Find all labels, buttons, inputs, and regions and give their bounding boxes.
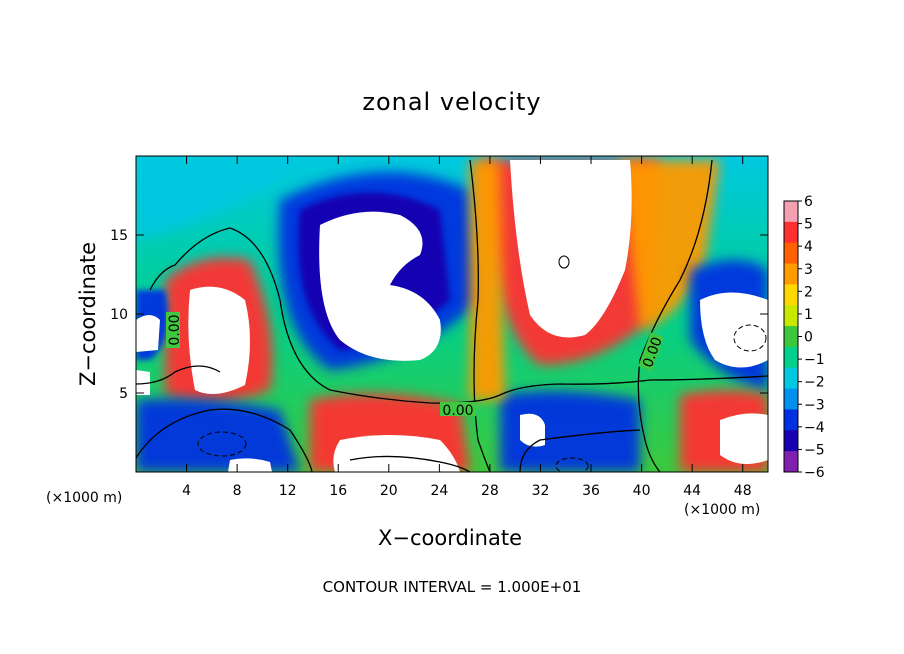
field-blob xyxy=(136,160,300,240)
small-contour xyxy=(558,255,570,269)
colorbar-tick-label: −3 xyxy=(804,397,825,413)
saturated-region xyxy=(720,413,768,464)
negative-contour xyxy=(733,324,767,352)
colorbar-tick-label: 4 xyxy=(804,239,813,255)
y-tick-label: 15 xyxy=(110,228,128,244)
field-blob xyxy=(500,391,640,472)
x-tick-label: 48 xyxy=(734,483,752,499)
saturated-region xyxy=(136,315,160,352)
saturated-region xyxy=(228,458,272,472)
y-tick-label: 5 xyxy=(119,386,128,402)
x-tick-label: 16 xyxy=(329,483,347,499)
x-tick-label: 28 xyxy=(481,483,499,499)
negative-contour xyxy=(197,431,247,457)
colorbar-segment xyxy=(784,451,798,473)
colorbar-segment xyxy=(784,326,798,348)
colorbar-segment xyxy=(784,388,798,410)
contour-interval-note: CONTOUR INTERVAL = 1.000E+01 xyxy=(322,578,582,596)
x-tick-label: 32 xyxy=(532,483,550,499)
colorbar-segment xyxy=(784,409,798,431)
colorbar-segment xyxy=(784,367,798,390)
saturated-region xyxy=(700,292,768,368)
contour-label: 0.00 xyxy=(442,403,473,419)
colorbar-tick-label: 1 xyxy=(804,307,813,323)
chart-title: zonal velocity xyxy=(362,88,542,116)
zero-contour xyxy=(136,365,221,385)
saturated-region xyxy=(136,370,150,395)
x-tick-label: 20 xyxy=(380,483,398,499)
colorbar-segment xyxy=(784,201,798,223)
contour-label-bg xyxy=(440,402,476,416)
x-tick-label: 24 xyxy=(430,483,448,499)
saturated-region xyxy=(188,286,250,394)
x-tick-label: 44 xyxy=(683,483,701,499)
colorbar-segment xyxy=(784,430,798,452)
colorbar-tick-label: 3 xyxy=(804,262,813,278)
colorbar-tick-label: 2 xyxy=(804,284,813,300)
y-axis-label: Z−coordinate xyxy=(76,242,100,386)
colorbar-tick-label: −2 xyxy=(804,375,825,391)
x-tick-label: 40 xyxy=(633,483,651,499)
colorbar-tick-label: 5 xyxy=(804,217,813,233)
x-unit-right: (×1000 m) xyxy=(684,502,761,518)
zero-contour xyxy=(519,429,641,472)
colorbar-segment xyxy=(784,221,798,244)
x-unit-left: (×1000 m) xyxy=(46,490,123,506)
field-blob xyxy=(470,160,505,400)
colorbar-segment xyxy=(784,263,798,285)
field-blob xyxy=(620,160,720,330)
zero-contour xyxy=(637,159,713,472)
zero-contour xyxy=(136,408,313,472)
field-blob xyxy=(136,398,300,472)
contour-label-bg xyxy=(638,332,664,371)
x-tick-label: 36 xyxy=(582,483,600,499)
saturated-region xyxy=(510,160,632,338)
colorbar-tick-label: −6 xyxy=(804,465,825,481)
x-axis-label: X−coordinate xyxy=(378,526,522,550)
colorbar-segment xyxy=(784,242,798,265)
colorbar-tick-label: 0 xyxy=(804,330,813,346)
saturated-region xyxy=(319,211,441,361)
zero-contour xyxy=(349,455,471,472)
zero-contour xyxy=(469,159,491,472)
saturated-region xyxy=(333,435,460,472)
y-tick-label: 10 xyxy=(110,307,128,323)
zero-contour xyxy=(149,227,768,404)
colorbar-tick-label: 6 xyxy=(804,194,813,210)
x-tick-label: 8 xyxy=(233,483,242,499)
colorbar-segment xyxy=(784,305,798,327)
colorbar-tick-label: −1 xyxy=(804,352,825,368)
negative-contour xyxy=(555,457,589,472)
contour-label: 0.00 xyxy=(167,314,183,345)
colorbar-tick-label: −5 xyxy=(804,442,825,458)
x-tick-label: 4 xyxy=(182,483,191,499)
x-tick-label: 12 xyxy=(279,483,297,499)
colorbar-segment xyxy=(784,346,798,369)
contour-label-bg xyxy=(166,312,180,348)
saturated-region xyxy=(520,413,545,447)
colorbar-segment xyxy=(784,284,798,306)
colorbar-tick-label: −4 xyxy=(804,420,825,436)
